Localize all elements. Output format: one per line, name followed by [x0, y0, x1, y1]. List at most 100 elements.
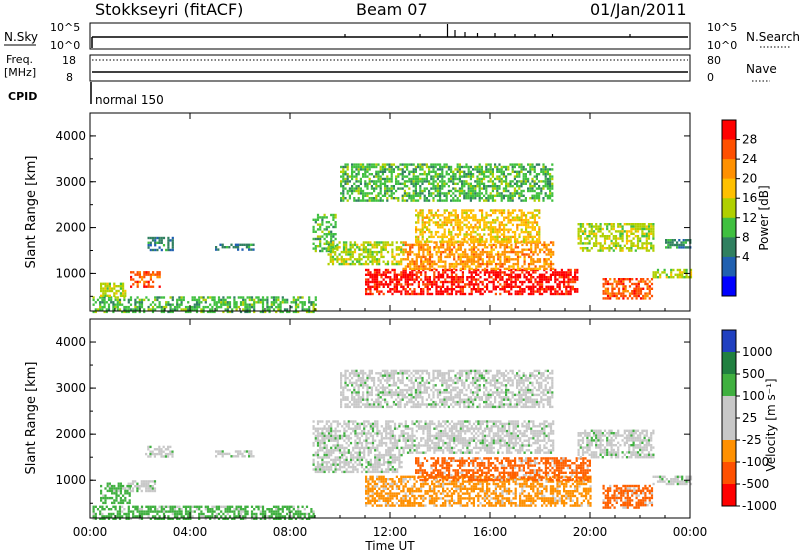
freq-label: Freq.	[6, 53, 33, 66]
nsky-label: N.Sky	[4, 30, 38, 44]
date-title: 01/Jan/2011	[590, 0, 687, 19]
xtick-label: 20:00	[573, 525, 608, 539]
xtick-label: 08:00	[273, 525, 308, 539]
nave-label: Nave	[746, 62, 777, 76]
colorbar-swatch	[722, 237, 736, 258]
freq-tick-bottom: 8	[66, 71, 73, 84]
beam-title: Beam 07	[356, 0, 428, 19]
power-cells-region	[312, 213, 337, 253]
velocity-cells-region	[602, 484, 654, 509]
colorbar-swatch	[722, 396, 736, 419]
velocity-panel-frame	[89, 318, 691, 519]
colorbar-swatch	[722, 352, 736, 375]
power-cells-region	[147, 236, 174, 252]
colorbar-tick-label: -1000	[742, 499, 777, 513]
ytick-label: 2000	[55, 427, 86, 441]
colorbar-swatch	[722, 484, 736, 507]
power-cells-region	[100, 282, 127, 297]
power-cells-region	[215, 243, 255, 251]
nsearch-tick-top: 10^5	[707, 21, 737, 34]
colorbar-swatch	[722, 330, 736, 353]
colorbar-frame	[721, 119, 737, 297]
nave-tick-bottom: 0	[707, 71, 714, 84]
colorbar-swatch	[722, 198, 736, 219]
power-cells-region	[665, 239, 692, 249]
power-cells-region	[577, 223, 655, 252]
colorbar-tick-label: 500	[742, 367, 765, 381]
time-xaxis: 00:00 04:00 08:00 12:00 16:00 20:00 00:00	[73, 113, 707, 539]
freq-tick-top: 18	[62, 54, 76, 67]
colorbar-swatch	[722, 276, 736, 297]
colorbar-swatch	[722, 139, 736, 160]
power-cells-region	[652, 268, 693, 279]
colorbar-tick-label: 12	[742, 211, 757, 225]
power-heatmap	[92, 163, 693, 314]
power-cells-region	[415, 209, 541, 243]
colorbar-tick-label: -25	[742, 433, 762, 447]
nsearch-tick-bottom: 10^0	[707, 39, 737, 52]
ytick-label: 3000	[55, 381, 86, 395]
nsky-tick-bottom: 10^0	[50, 39, 80, 52]
velocity-colorbar-label: Velocity [m s⁻¹]	[764, 378, 778, 471]
velocity-ylabel: Slant Range [km]	[24, 362, 39, 475]
ytick-label: 1000	[55, 266, 86, 280]
power-cells-region	[340, 163, 554, 202]
colorbar-swatch	[722, 217, 736, 238]
colorbar-swatch	[722, 374, 736, 397]
power-cells-region	[130, 271, 161, 288]
velocity-cells-region	[215, 450, 255, 458]
velocity-cells-region	[312, 420, 403, 474]
colorbar-tick-label: 1000	[742, 345, 773, 359]
velocity-cells-region	[145, 445, 174, 458]
velocity-cells-region	[127, 480, 157, 493]
colorbar-tick-label: 8	[742, 230, 750, 244]
velocity-cells-region	[340, 369, 554, 409]
colorbar-tick-label: 20	[742, 172, 757, 186]
colorbar-swatch	[722, 418, 736, 441]
xtick-label: 00:00	[73, 525, 108, 539]
power-colorbar: 28 24 20 16 12 8 4	[721, 119, 757, 297]
ytick-label: 4000	[55, 129, 86, 143]
colorbar-swatch	[722, 440, 736, 463]
freq-unit-label: [MHz]	[4, 66, 36, 79]
nsky-tick-top: 10^5	[50, 21, 80, 34]
power-cells-region	[92, 296, 317, 314]
station-title: Stokkseyri (fitACF)	[95, 0, 243, 19]
velocity-cells-region	[652, 475, 693, 486]
colorbar-swatch	[722, 462, 736, 485]
ytick-label: 2000	[55, 221, 86, 235]
power-cells-region	[327, 241, 405, 266]
power-yaxis: 4000 3000 2000 1000	[55, 129, 690, 297]
colorbar-swatch	[722, 159, 736, 180]
xaxis-label: Time UT	[364, 539, 415, 553]
cpid-label: CPID	[8, 90, 37, 103]
power-cells-region	[402, 241, 555, 271]
colorbar-swatch	[722, 256, 736, 277]
colorbar-tick-label: 16	[742, 191, 757, 205]
ytick-label: 3000	[55, 175, 86, 189]
colorbar-tick-label: -100	[742, 455, 769, 469]
colorbar-swatch	[722, 120, 736, 141]
nsearch-label: N.Search	[746, 30, 800, 44]
colorbar-tick-label: 100	[742, 389, 765, 403]
velocity-yaxis: 4000 3000 2000 1000	[55, 335, 690, 504]
velocity-cells-region	[577, 429, 655, 459]
xtick-label: 04:00	[173, 525, 208, 539]
velocity-heatmap	[92, 369, 693, 520]
ytick-label: 1000	[55, 473, 86, 487]
xtick-label: 16:00	[473, 525, 508, 539]
velocity-cells-region	[92, 505, 315, 520]
nsky-trace	[91, 24, 688, 48]
power-colorbar-label: Power [dB]	[757, 185, 771, 250]
ytick-label: 4000	[55, 335, 86, 349]
velocity-cells-region	[415, 457, 591, 482]
velocity-cells-region	[402, 420, 555, 454]
power-cells-region	[602, 278, 654, 300]
colorbar-tick-label: 25	[742, 411, 757, 425]
velocity-cells-region	[100, 482, 131, 505]
xtick-label: 12:00	[373, 525, 408, 539]
power-ylabel: Slant Range [km]	[24, 156, 39, 269]
velocity-colorbar: 1000 500 100 25 -25 -100 -500 -1000	[721, 329, 777, 513]
freq-panel-frame	[89, 54, 691, 82]
